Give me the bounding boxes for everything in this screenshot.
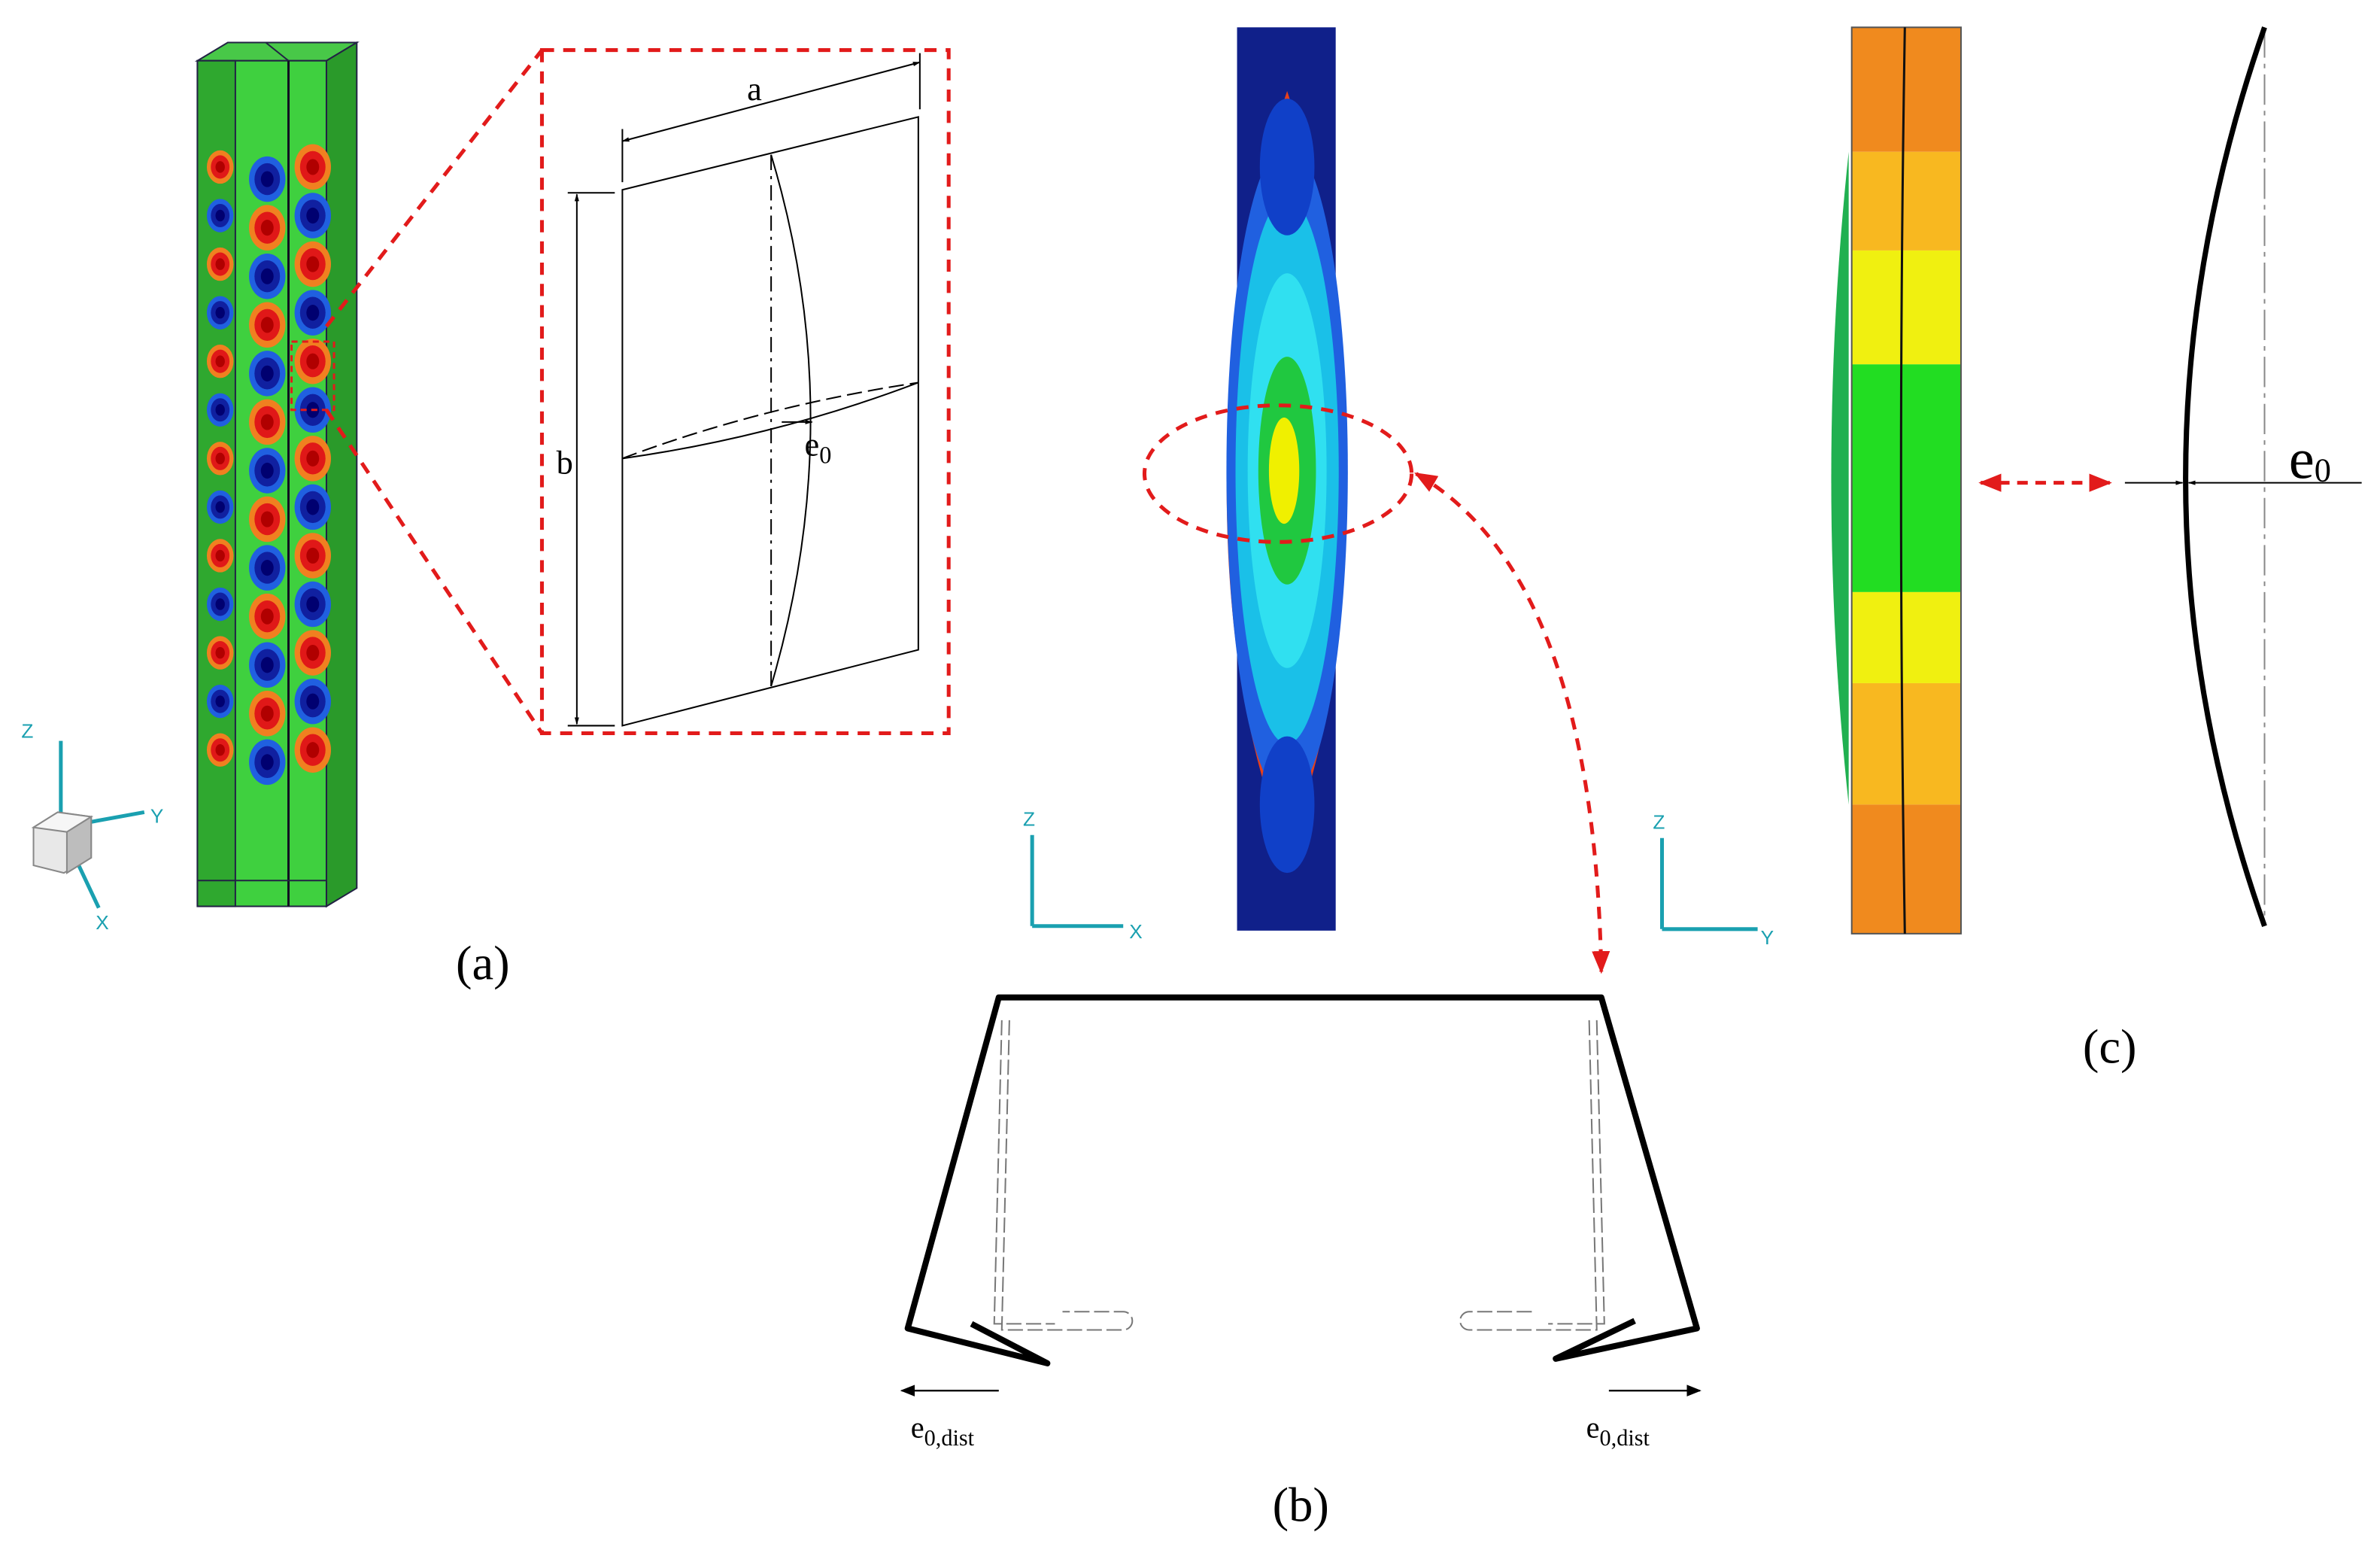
cross-section <box>900 994 1702 1397</box>
contour-blob <box>260 171 274 187</box>
axis-triad: Z Y X <box>21 720 163 934</box>
axis-x: X <box>96 911 108 934</box>
contour-blob <box>215 501 225 513</box>
contour-blob <box>215 695 225 707</box>
contour-blob <box>215 258 225 270</box>
column-3d <box>194 41 360 908</box>
contour-blob <box>260 754 274 770</box>
contour-blob <box>215 161 225 173</box>
contour-blob <box>215 549 225 562</box>
axis-z: Z <box>21 720 33 743</box>
axis-y: Y <box>150 805 164 828</box>
dimension-b: b <box>557 444 573 482</box>
axis-z: Z <box>1653 811 1665 834</box>
contour-blob <box>306 547 320 564</box>
contour-blob <box>215 355 225 367</box>
contour-blob <box>260 657 274 673</box>
panel-label: (c) <box>2083 1019 2137 1074</box>
contour-blob <box>306 353 320 369</box>
axis-x: X <box>1129 920 1143 943</box>
contour-blob <box>260 317 274 333</box>
contour-blob <box>215 646 225 659</box>
contour-blob <box>260 414 274 430</box>
contour-blob <box>306 693 320 710</box>
subscript: 0 <box>2315 451 2331 489</box>
contour-blob <box>260 268 274 284</box>
contour-blob <box>260 462 274 479</box>
contour-blob <box>215 404 225 416</box>
contour-blob <box>306 159 320 175</box>
contour-blob <box>260 560 274 576</box>
contour-blob <box>306 305 320 321</box>
contour-front <box>1226 27 1348 931</box>
contour-blob <box>306 742 320 758</box>
contour-blob <box>215 598 225 610</box>
highlight <box>1142 403 1610 974</box>
imperfection-label: e0 <box>2289 427 2331 491</box>
contour-blob <box>306 450 320 467</box>
panel-label: (a) <box>456 935 510 990</box>
distortional-label: e0,dist <box>1586 1411 1650 1451</box>
imperfection-label: e0 <box>805 425 832 468</box>
subscript: 0,dist <box>924 1425 975 1451</box>
contour-blob <box>215 306 225 319</box>
contour-blob <box>215 452 225 465</box>
contour-blob <box>306 207 320 224</box>
contour-blob <box>260 220 274 236</box>
contour-blob <box>306 596 320 612</box>
symbol: e <box>805 425 820 463</box>
zoom-indicator <box>290 48 951 736</box>
symbol: e <box>911 1411 924 1445</box>
contour-blob <box>306 256 320 272</box>
bow-sketch <box>1978 26 2362 927</box>
contour-blob <box>260 365 274 381</box>
symbol: e <box>1586 1411 1600 1445</box>
subscript: 0 <box>819 441 831 468</box>
axis-triad: Z X Z Y <box>1023 808 1774 949</box>
contour-blob <box>260 608 274 625</box>
subscript: 0,dist <box>1600 1425 1650 1451</box>
contour-blob <box>215 743 225 756</box>
plate-sketch <box>567 53 921 727</box>
panel-label: (b) <box>1273 1478 1329 1533</box>
contour-blob <box>306 499 320 515</box>
axis-z: Z <box>1023 808 1035 831</box>
contour-blob <box>260 511 274 527</box>
contour-blob <box>260 705 274 722</box>
symbol: e <box>2289 427 2315 491</box>
column-side <box>1831 26 1962 935</box>
contour-blob <box>215 209 225 222</box>
distortional-label: e0,dist <box>911 1411 975 1451</box>
axis-y: Y <box>1761 926 1774 949</box>
contour-blob <box>306 645 320 661</box>
dimension-a: a <box>747 70 762 108</box>
